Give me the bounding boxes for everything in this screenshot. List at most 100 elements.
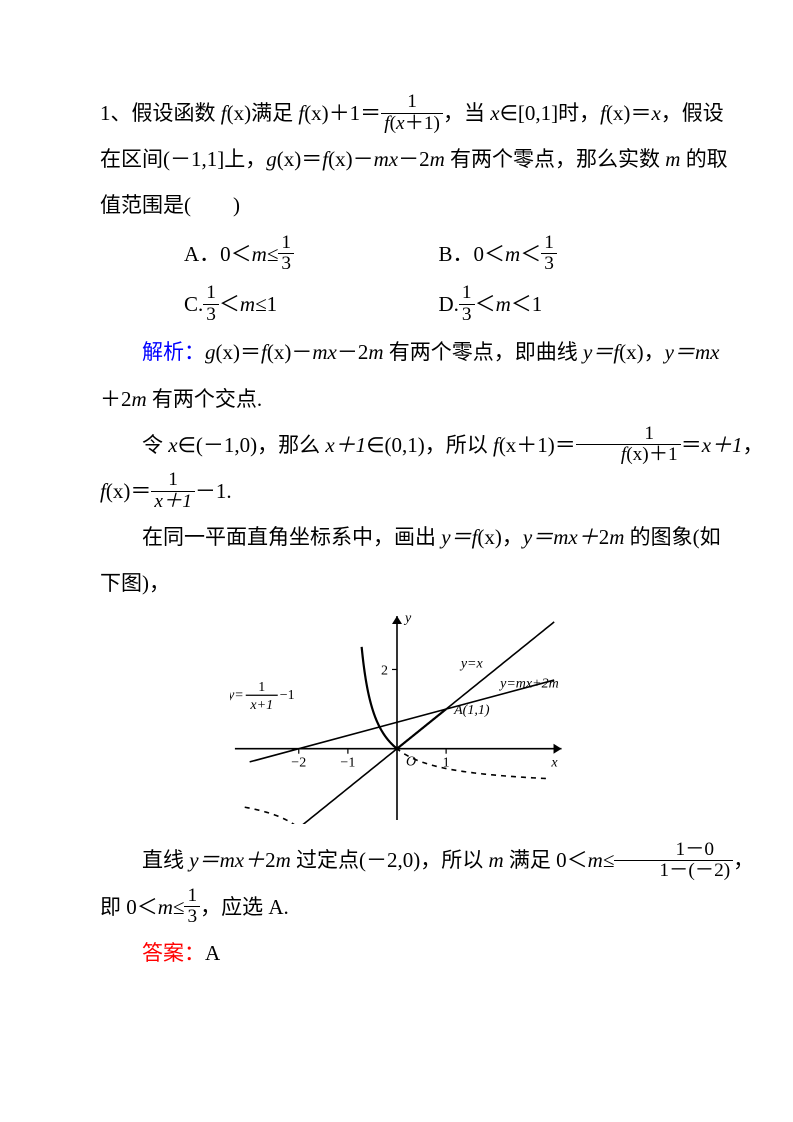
svg-text:x+1: x+1 xyxy=(249,699,273,714)
t: x xyxy=(396,113,405,134)
t: m xyxy=(609,525,624,549)
t: D. xyxy=(439,292,459,316)
solution-line-5: 在同一平面直角坐标系中，画出 y＝f(x)，y＝mx＋2m 的图象(如 xyxy=(100,514,693,560)
t: ＝ xyxy=(630,101,651,125)
t: (x) xyxy=(606,101,631,125)
t: (x)－ xyxy=(267,340,313,364)
question-line-3: 值范围是( ) xyxy=(100,182,693,228)
fraction: 13 xyxy=(459,283,475,325)
options-row-1: A．0＜m≤13 B．0＜m＜13 xyxy=(100,229,693,279)
t: x xyxy=(490,101,499,125)
fraction: 13 xyxy=(184,886,200,928)
solution-line-4: f(x)＝1x＋1－1. xyxy=(100,468,693,514)
fraction: 13 xyxy=(203,283,219,325)
t: ≤ xyxy=(267,242,279,266)
numerator: 1 xyxy=(184,886,200,906)
t: ＋1) xyxy=(405,113,440,134)
t: m xyxy=(158,895,173,919)
svg-text:y=: y= xyxy=(230,689,244,704)
t: ＋1＝ xyxy=(329,101,382,125)
t: x＋1 xyxy=(325,433,366,457)
t: x＋1 xyxy=(154,491,192,512)
t: 满足 0＜ xyxy=(504,848,588,872)
numerator: 1 xyxy=(576,424,681,444)
t: 过定点(－2,0)，所以 xyxy=(291,848,489,872)
t: ＝ xyxy=(681,433,702,457)
t: m xyxy=(665,147,680,171)
t: ∈[0,1]时， xyxy=(500,101,601,125)
fraction: 13 xyxy=(278,233,294,275)
denominator: 3 xyxy=(459,304,475,325)
t: ＝ xyxy=(301,147,322,171)
svg-text:y: y xyxy=(403,614,412,626)
t: ≤ xyxy=(173,895,185,919)
t: y＝mx＋ xyxy=(189,848,265,872)
fraction: 1x＋1 xyxy=(151,470,195,512)
numerator: 1 xyxy=(151,470,195,490)
numerator: 1 xyxy=(278,233,294,253)
q-number: 1、 xyxy=(100,101,132,125)
t: ，当 xyxy=(443,101,490,125)
t: 有两个零点，即曲线 xyxy=(384,340,584,364)
t: ＜ xyxy=(475,292,496,316)
t: (x)＋1 xyxy=(626,444,678,465)
solution-line-7: 直线 y＝mx＋2m 过定点(－2,0)，所以 m 满足 0＜m≤1－01－(－… xyxy=(100,837,693,883)
t: 假设函数 xyxy=(132,101,221,125)
t: y＝mx＋ xyxy=(523,525,599,549)
t: m xyxy=(496,292,511,316)
t: x xyxy=(168,433,177,457)
t: 2 xyxy=(265,848,276,872)
svg-text:O: O xyxy=(406,755,416,770)
t: m xyxy=(505,242,520,266)
t: B．0＜ xyxy=(439,242,506,266)
question-line-2: 在区间(－1,1]上，g(x)＝f(x)－mx－2m 有两个零点，那么实数 m … xyxy=(100,136,693,182)
t: x＋1 xyxy=(702,433,743,457)
t: g xyxy=(266,147,277,171)
option-c: C.13＜m≤1 xyxy=(100,279,439,329)
numerator: 1－0 xyxy=(614,840,733,860)
t: ，假设 xyxy=(661,101,724,125)
t: ＜ xyxy=(219,292,240,316)
t: 2 xyxy=(599,525,610,549)
solution-line-1: 解析：g(x)＝f(x)－mx－2m 有两个零点，即曲线 y＝f(x)，y＝mx xyxy=(100,329,693,375)
t: (x)， xyxy=(477,525,523,549)
t: 直线 xyxy=(142,848,189,872)
t: ＜ xyxy=(520,242,541,266)
denominator: 3 xyxy=(203,304,219,325)
fraction: 1f(x)＋1 xyxy=(576,424,681,466)
solution-line-3: 令 x∈(－1,0)，那么 x＋1∈(0,1)，所以 f(x＋1)＝1f(x)＋… xyxy=(100,422,693,468)
t: (x＋1)＝ xyxy=(499,433,576,457)
svg-text:x: x xyxy=(550,756,558,771)
question-line-1: 1、假设函数 f(x)满足 f(x)＋1＝1f(x＋1)，当 x∈[0,1]时，… xyxy=(100,90,693,136)
t: y＝f xyxy=(583,340,619,364)
t: ，应选 A. xyxy=(200,895,289,919)
svg-text:−1: −1 xyxy=(279,689,294,704)
denominator: 3 xyxy=(541,253,557,274)
t: mx xyxy=(312,340,337,364)
t: (x)＝ xyxy=(216,340,262,364)
t: m xyxy=(368,340,383,364)
fraction: 1f(x＋1) xyxy=(381,92,443,134)
fraction: 1－01－(－2) xyxy=(614,840,733,882)
t: 的取 xyxy=(680,147,727,171)
t: － xyxy=(353,147,374,171)
svg-text:−1: −1 xyxy=(340,756,355,771)
option-b: B．0＜m＜13 xyxy=(439,229,694,279)
t: m xyxy=(276,848,291,872)
denominator: f(x＋1) xyxy=(381,113,443,134)
t: m xyxy=(488,848,503,872)
t: (x) xyxy=(304,101,329,125)
solution-line-8: 即 0＜m≤13，应选 A. xyxy=(100,884,693,930)
t: 的图象(如 xyxy=(624,525,720,549)
answer-label: 答案： xyxy=(142,941,205,965)
t: m xyxy=(252,242,267,266)
option-a: A．0＜m≤13 xyxy=(100,229,439,279)
t: 有两个交点. xyxy=(147,387,263,411)
graph-svg: −2−112OxyA(1,1)y=xy=mx+2my=1x+1−1 xyxy=(230,614,564,824)
numerator: 1 xyxy=(459,283,475,303)
t: 即 0＜ xyxy=(100,895,158,919)
t: 令 xyxy=(142,433,168,457)
numerator: 1 xyxy=(381,92,443,112)
t: g xyxy=(205,340,216,364)
t: ≤ xyxy=(603,848,615,872)
